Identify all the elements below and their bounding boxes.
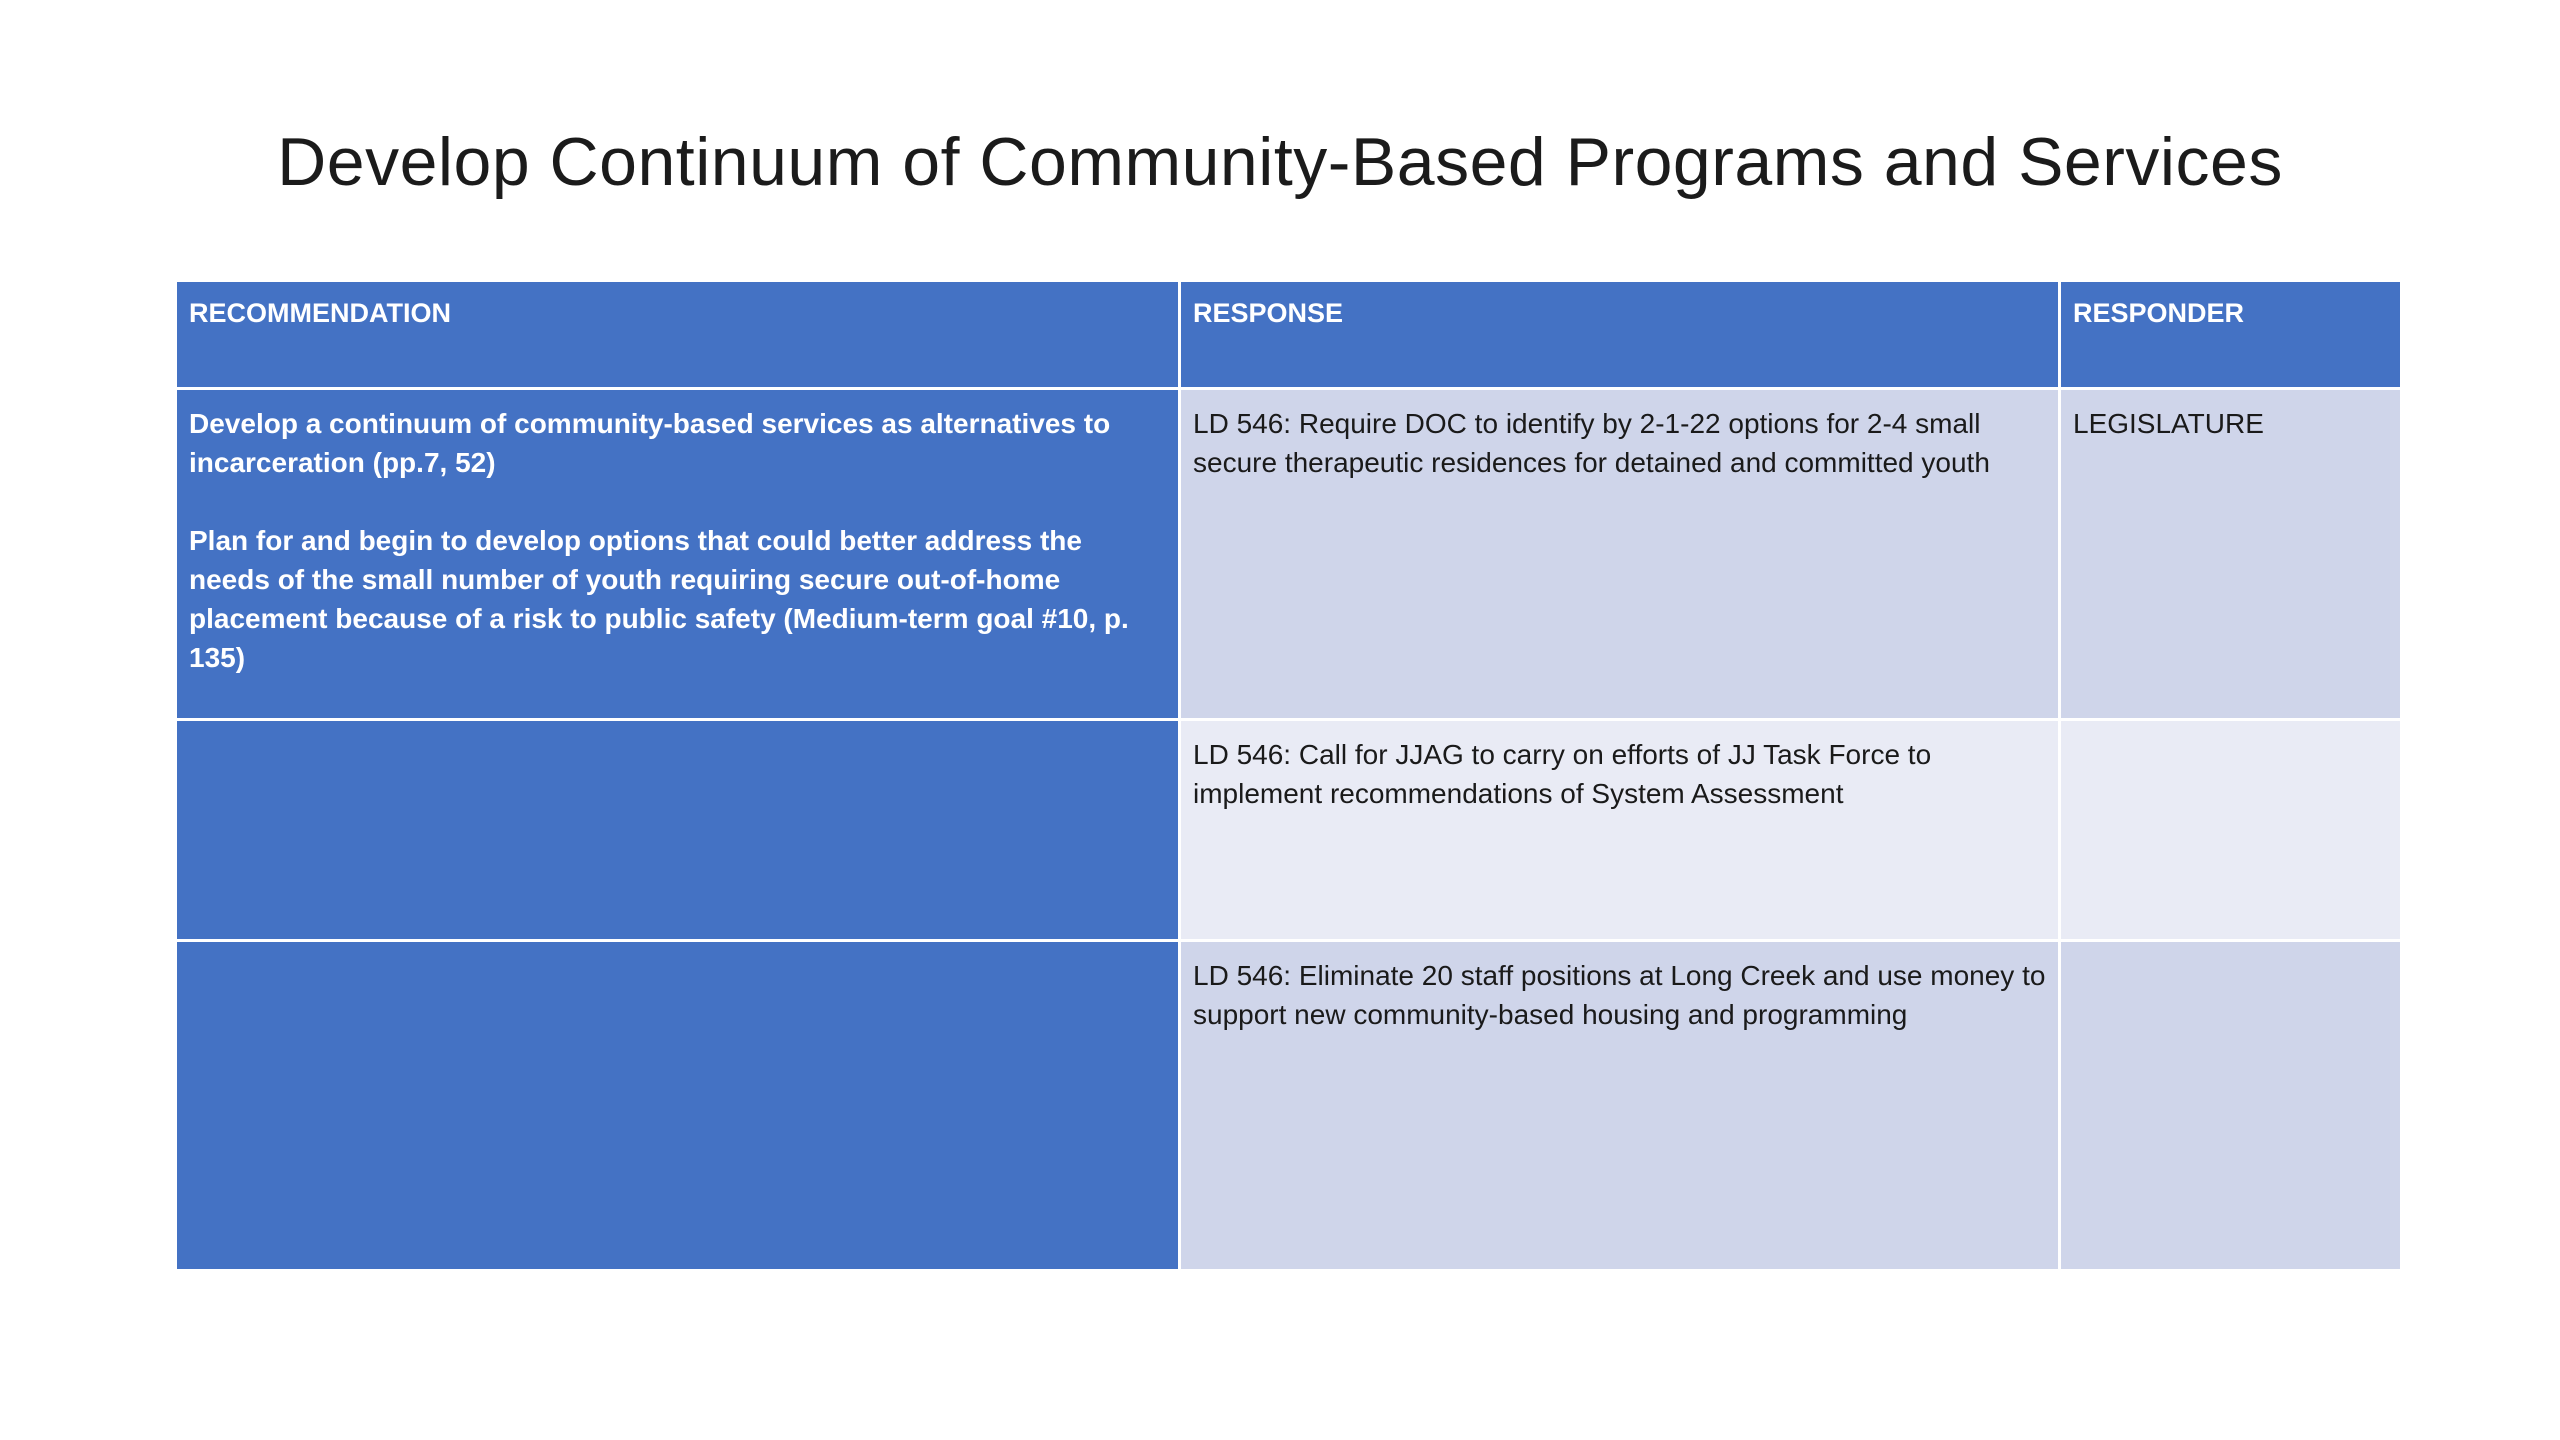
- response-cell: LD 546: Eliminate 20 staff positions at …: [1178, 939, 2061, 1272]
- response-cell: LD 546: Call for JJAG to carry on effort…: [1178, 718, 2061, 942]
- table-header-row: RECOMMENDATION RESPONSE RESPONDER: [174, 279, 2403, 390]
- header-response: RESPONSE: [1178, 279, 2061, 390]
- recommendation-text: Plan for and begin to develop options th…: [189, 525, 1129, 673]
- table-row: LD 546: Eliminate 20 staff positions at …: [174, 939, 2403, 1272]
- responder-cell: LEGISLATURE: [2058, 387, 2403, 721]
- slide-title: Develop Continuum of Community-Based Pro…: [277, 124, 2283, 200]
- recommendation-cell: [174, 718, 1181, 942]
- header-recommendation: RECOMMENDATION: [174, 279, 1181, 390]
- recommendation-table: RECOMMENDATION RESPONSE RESPONDER Develo…: [174, 279, 2403, 1272]
- recommendation-cell: Develop a continuum of community-based s…: [174, 387, 1181, 721]
- header-responder: RESPONDER: [2058, 279, 2403, 390]
- table-row: Develop a continuum of community-based s…: [174, 387, 2403, 721]
- response-cell: LD 546: Require DOC to identify by 2-1-2…: [1178, 387, 2061, 721]
- recommendation-text: Develop a continuum of community-based s…: [189, 408, 1111, 478]
- table-row: LD 546: Call for JJAG to carry on effort…: [174, 718, 2403, 942]
- responder-cell: [2058, 718, 2403, 942]
- recommendation-cell: [174, 939, 1181, 1272]
- responder-cell: [2058, 939, 2403, 1272]
